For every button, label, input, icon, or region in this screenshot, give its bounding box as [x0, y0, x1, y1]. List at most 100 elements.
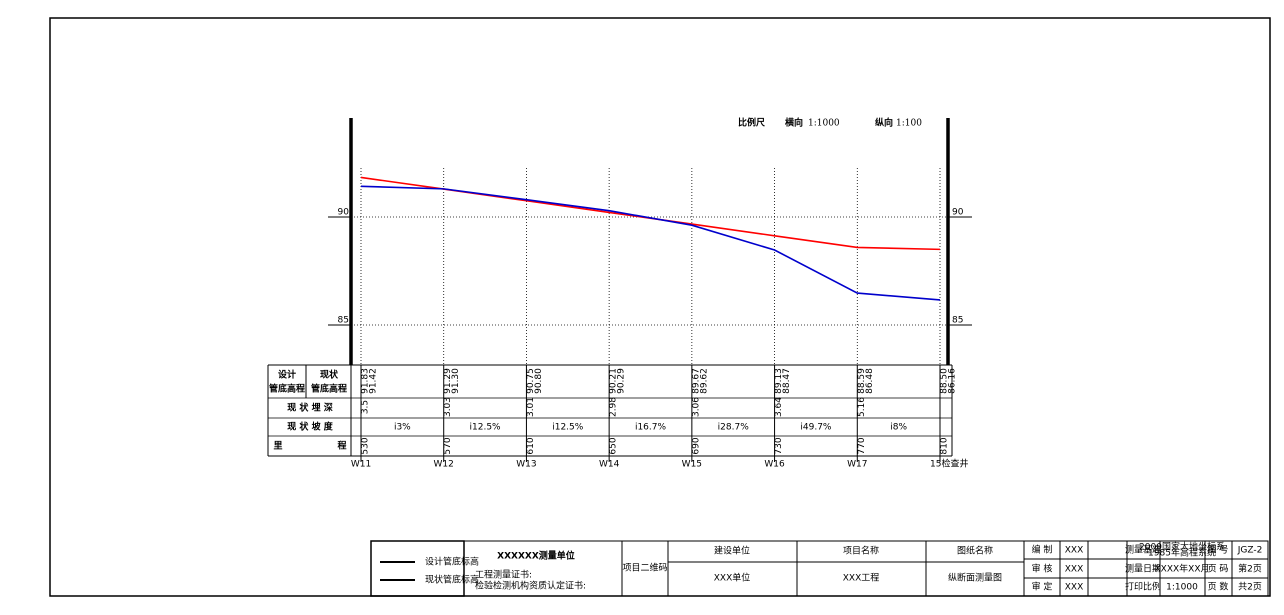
station-name: W15	[682, 460, 702, 470]
mileage: 610	[526, 437, 536, 454]
slope: i28.7%	[718, 423, 750, 433]
slope: i49.7%	[800, 423, 832, 433]
row-header: 现 状 埋 深	[287, 402, 332, 414]
current-label: 90.29	[617, 368, 627, 394]
slope: i12.5%	[470, 423, 502, 433]
scale-label: 横向	[785, 117, 803, 129]
y-tick-label: 85	[338, 316, 349, 326]
current-label: 91.42	[369, 368, 379, 394]
title-block-text: 审 核	[1032, 563, 1053, 575]
mileage: 810	[940, 437, 950, 454]
slope: i3%	[394, 423, 411, 433]
title-block-text: 打印比例	[1125, 581, 1161, 593]
title-block	[463, 540, 1269, 597]
legend-label: 设计管底标高	[425, 556, 479, 568]
station-name: W11	[351, 460, 371, 470]
title-block-text: XXXXXX测量单位	[497, 550, 575, 562]
depth: 3.06	[691, 397, 701, 417]
scale-value: 1:1000	[808, 119, 840, 129]
depth: 5.16	[857, 397, 867, 417]
legend-box	[370, 540, 465, 597]
title-block-text: XXX	[1065, 546, 1084, 556]
row-header: 里	[273, 441, 282, 452]
design-label: 89.13	[774, 368, 784, 394]
current-label: 90.80	[534, 368, 544, 394]
row-header: 管底高程	[269, 383, 305, 395]
design-label: 90.21	[609, 368, 619, 394]
title-block-text: 页 码	[1208, 564, 1229, 575]
frame	[49, 17, 1271, 597]
row-header: 现状	[320, 369, 339, 381]
legend-label: 现状管底标高	[425, 574, 479, 586]
design-label: 91.29	[443, 368, 453, 394]
row-header: 现 状 坡 度	[287, 421, 333, 433]
station-name: 15检查井	[930, 458, 968, 470]
title-block-text: XXXX年XX月	[1155, 563, 1210, 575]
mileage: 690	[691, 437, 701, 454]
mileage: 530	[361, 437, 371, 454]
title-block-text: 页 数	[1208, 581, 1229, 593]
depth: 3.64	[774, 397, 784, 417]
mileage: 570	[443, 437, 453, 454]
title-block-text: 检验检测机构资质认定证书:	[475, 580, 586, 592]
title-block-text: 建设单位	[714, 545, 750, 557]
depth: 2.98	[609, 397, 619, 417]
station-name: W17	[847, 460, 867, 470]
mileage: 650	[609, 437, 619, 454]
series-line	[360, 176, 941, 251]
title-block-text: 纵断面测量图	[948, 572, 1002, 584]
design-label: 91.83	[361, 368, 371, 394]
station-name: W14	[599, 460, 620, 470]
title-block-text: 项目名称	[843, 545, 879, 557]
station-name: W13	[516, 460, 536, 470]
design-label: 89.67	[691, 368, 701, 394]
row-header: 管底高程	[311, 383, 347, 395]
title-block-text: 2000国家大地坐标系	[1139, 541, 1225, 553]
series-line	[360, 185, 941, 301]
title-block-text: 工程测量证书:	[475, 570, 532, 581]
scale-label: 纵向	[875, 117, 893, 129]
current-label: 86.16	[948, 368, 958, 394]
slope: i8%	[890, 423, 907, 433]
title-block-text: 共2页	[1238, 582, 1262, 593]
depth: 3.01	[526, 397, 536, 417]
mileage: 730	[774, 437, 784, 454]
title-block-text: 编 制	[1032, 544, 1053, 556]
depth: 3.03	[443, 397, 453, 417]
title-block-text: 测量基准	[1125, 544, 1161, 556]
title-block-text: JGZ-2	[1237, 546, 1263, 556]
y-tick-label: 90	[952, 207, 964, 217]
title-block-text: 第2页	[1238, 563, 1262, 575]
y-tick-label: 85	[952, 316, 963, 326]
current-label: 86.48	[865, 368, 875, 394]
design-label: 88.59	[857, 368, 867, 394]
title-block-text: 图 号	[1208, 545, 1229, 556]
station-name: W16	[764, 460, 785, 470]
design-label: 90.75	[526, 368, 536, 394]
title-block-text: 1985年高程系统	[1148, 547, 1216, 559]
mileage: 770	[857, 437, 867, 454]
title-block-text: 审 定	[1032, 581, 1053, 593]
title-block-text: XXX	[1065, 583, 1084, 593]
title-block-text: 项目二维码	[622, 562, 667, 574]
station-name: W12	[434, 460, 454, 470]
current-label: 88.47	[782, 368, 792, 394]
slope: i12.5%	[552, 423, 584, 433]
current-label: 89.62	[699, 368, 709, 394]
row-header: 程	[337, 440, 346, 452]
y-tick-label: 90	[338, 207, 350, 217]
slope: i16.7%	[635, 423, 667, 433]
depth: 3.5	[361, 400, 371, 414]
title-block-text: 测量日期	[1125, 564, 1161, 575]
title-block-text: 图纸名称	[957, 545, 993, 557]
scale-value: 1:100	[896, 119, 922, 129]
design-label: 88.50	[940, 368, 950, 394]
title-block-text: XXX工程	[843, 573, 880, 584]
title-block-text: XXX单位	[714, 572, 751, 584]
scale-label: 比例尺	[738, 117, 765, 129]
title-block-text: 1:1000	[1166, 583, 1198, 593]
title-block-text: XXX	[1065, 565, 1084, 575]
current-label: 91.30	[451, 368, 461, 394]
row-header: 设计	[278, 369, 296, 381]
